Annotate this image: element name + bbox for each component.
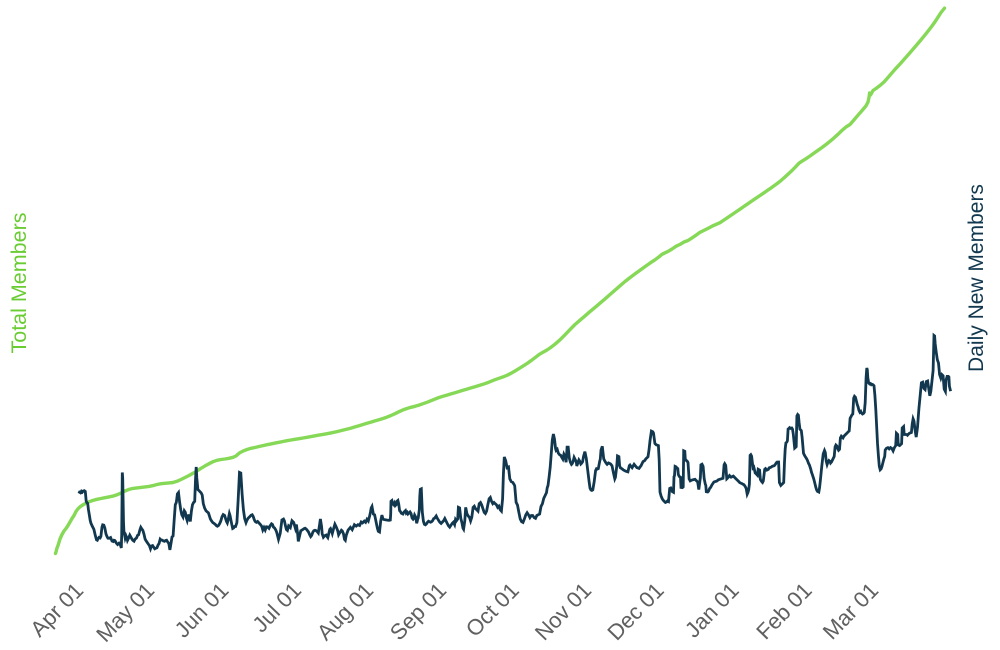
svg-text:Daily New Members: Daily New Members — [965, 184, 988, 372]
svg-text:Total Members: Total Members — [7, 213, 31, 354]
